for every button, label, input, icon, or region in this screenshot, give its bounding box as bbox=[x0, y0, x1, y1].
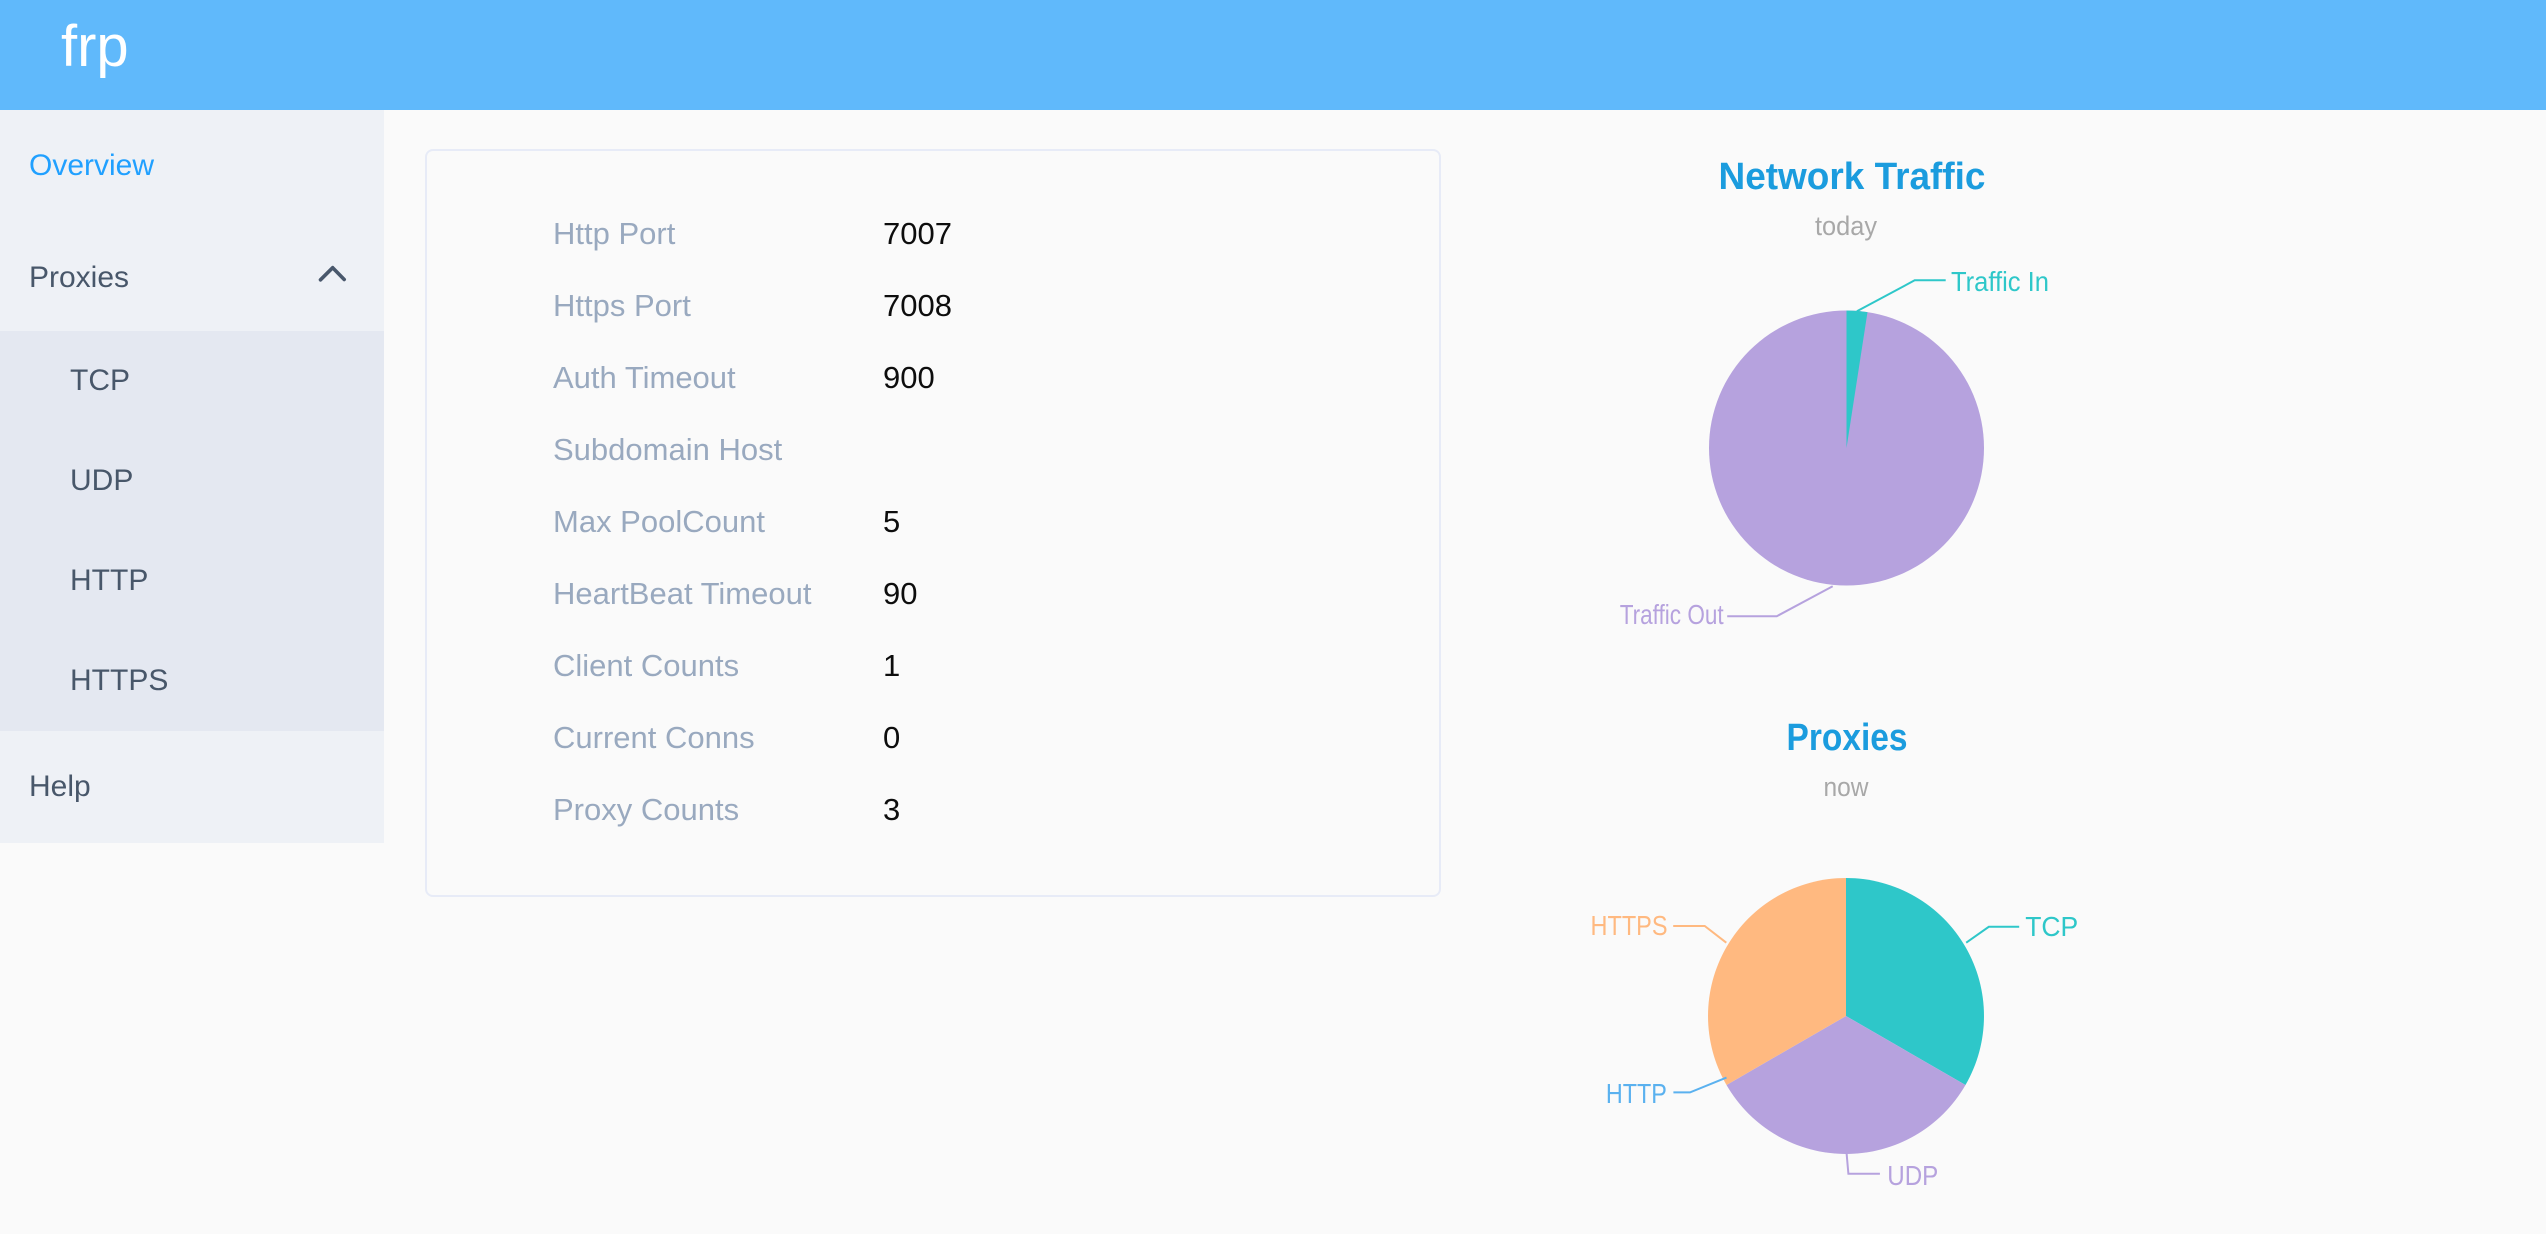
svg-text:HTTPS: HTTPS bbox=[1591, 910, 1668, 941]
svg-text:today: today bbox=[1815, 211, 1877, 241]
svg-text:TCP: TCP bbox=[2025, 911, 2078, 942]
svg-text:Network Traffic: Network Traffic bbox=[1719, 156, 1986, 198]
svg-text:now: now bbox=[1824, 772, 1869, 802]
svg-text:HTTP: HTTP bbox=[1606, 1078, 1667, 1109]
svg-text:UDP: UDP bbox=[1887, 1160, 1938, 1191]
svg-text:Proxies: Proxies bbox=[1787, 717, 1908, 759]
svg-text:Traffic Out: Traffic Out bbox=[1620, 599, 1724, 630]
svg-text:Traffic In: Traffic In bbox=[1951, 266, 2049, 297]
